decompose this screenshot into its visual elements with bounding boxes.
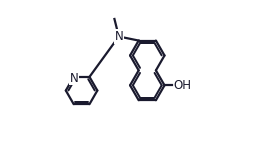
Text: N: N xyxy=(70,72,79,85)
Text: OH: OH xyxy=(173,79,191,92)
Text: N: N xyxy=(114,30,123,43)
